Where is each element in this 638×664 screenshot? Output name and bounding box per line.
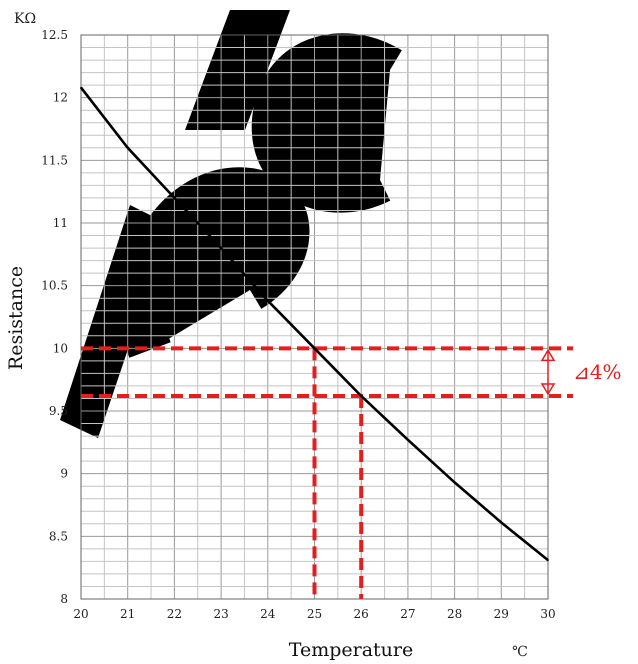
x-axis-title: Temperature (289, 639, 413, 661)
delta-label: ⊿4% (573, 360, 622, 384)
y-tick-label: 10 (53, 341, 68, 355)
x-tick-label: 22 (167, 607, 182, 621)
x-tick-labels: 20 21 22 23 24 25 26 27 28 29 30 (73, 607, 555, 621)
y-tick-label: 9.5 (49, 404, 68, 418)
data-point (173, 197, 176, 199)
data-point (407, 439, 409, 441)
x-tick-label: 24 (260, 607, 276, 621)
x-tick-label: 21 (120, 607, 135, 621)
x-tick-label: 25 (307, 607, 322, 621)
x-tick-label: 23 (213, 607, 228, 621)
x-tick-label: 30 (540, 607, 555, 621)
y-tick-label: 12.5 (41, 28, 68, 42)
data-point (267, 299, 269, 302)
x-unit-label: ℃ (512, 644, 528, 660)
data-point (547, 559, 549, 561)
delta-arrowhead-down (540, 383, 556, 396)
watermark-shape (185, 10, 290, 130)
x-tick-label: 20 (73, 607, 88, 621)
x-tick-label: 27 (400, 607, 415, 621)
y-tick-label: 11 (53, 216, 68, 230)
data-point (453, 481, 456, 484)
data-point (360, 395, 363, 397)
y-tick-label: 10.5 (41, 279, 68, 293)
data-point (500, 521, 503, 524)
data-point (80, 86, 82, 89)
delta-annotation: ⊿4% (540, 348, 622, 396)
watermark-shape (120, 167, 310, 358)
y-tick-label: 8.5 (49, 529, 68, 543)
x-tick-label: 26 (354, 607, 369, 621)
y-tick-label: 12 (53, 91, 68, 105)
y-unit-label: KΩ (14, 11, 36, 27)
data-point (126, 147, 129, 149)
reference-lines (81, 346, 573, 599)
x-tick-label: 28 (447, 607, 462, 621)
data-point (313, 347, 316, 350)
series-group (79, 86, 549, 562)
data-point (220, 247, 222, 249)
y-axis-title: Resistance (5, 266, 27, 370)
y-tick-label: 9 (60, 467, 68, 481)
y-tick-label: 11.5 (41, 153, 68, 167)
x-tick-label: 29 (494, 607, 509, 621)
y-tick-labels: 8 8.5 9 9.5 10 10.5 11 11.5 12 12.5 (41, 28, 68, 606)
delta-arrowhead-up (540, 348, 556, 362)
grid (80, 34, 549, 600)
y-tick-label: 8 (60, 592, 68, 606)
plot-frame (80, 34, 549, 600)
